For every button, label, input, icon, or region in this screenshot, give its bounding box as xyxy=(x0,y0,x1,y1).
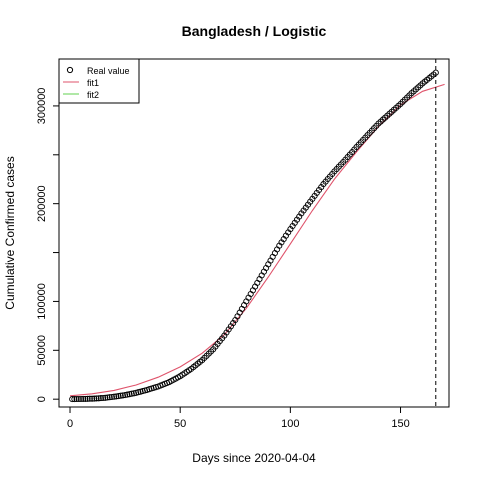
y-tick-label: 0 xyxy=(36,396,48,402)
data-point xyxy=(89,395,96,402)
data-point xyxy=(117,392,124,399)
legend-label-fit2: fit2 xyxy=(87,90,99,100)
data-point xyxy=(106,394,113,401)
legend-box xyxy=(58,58,140,104)
data-point xyxy=(95,395,102,402)
data-point xyxy=(73,395,80,403)
data-point xyxy=(84,395,91,402)
data-point xyxy=(86,395,93,402)
y-axis: 0 50000 100000 200000 300000 xyxy=(36,88,60,402)
data-point xyxy=(82,395,89,402)
data-point xyxy=(91,395,98,402)
series-line-fit1 xyxy=(69,83,445,397)
y-tick-label: 100000 xyxy=(36,283,48,320)
y-axis-label: Cumulative Confirmed cases xyxy=(3,156,17,309)
data-point xyxy=(108,393,115,401)
x-tick-label: 0 xyxy=(67,418,73,430)
data-point xyxy=(100,394,107,402)
y-tick-label: 300000 xyxy=(36,88,48,125)
legend-label-fit1: fit1 xyxy=(87,78,99,88)
legend-marker-real-value xyxy=(66,66,74,74)
series-layer xyxy=(69,59,445,407)
data-point xyxy=(113,393,120,400)
data-point xyxy=(111,393,118,400)
data-point xyxy=(97,395,104,402)
data-point xyxy=(93,395,100,402)
x-tick-label: 100 xyxy=(281,418,299,430)
data-point xyxy=(128,390,135,397)
data-point xyxy=(104,394,111,401)
x-axis: 0 50 100 150 xyxy=(67,406,410,430)
data-point xyxy=(119,392,126,399)
x-tick-label: 50 xyxy=(174,418,186,430)
data-point xyxy=(102,394,109,401)
data-point xyxy=(80,395,87,402)
chart-title: Bangladesh / Logistic xyxy=(182,23,327,39)
y-tick-label: 200000 xyxy=(36,185,48,222)
x-tick-label: 150 xyxy=(391,418,409,430)
x-axis-label: Days since 2020-04-04 xyxy=(192,451,316,465)
data-point xyxy=(124,391,131,398)
legend-label-real-value: Real value xyxy=(87,66,130,76)
data-point xyxy=(71,396,78,403)
data-point xyxy=(77,395,85,403)
data-point xyxy=(115,393,122,400)
legend: Real value fit1 fit2 xyxy=(58,58,140,104)
data-point xyxy=(75,395,82,403)
y-tick-label: 50000 xyxy=(36,335,48,366)
data-point xyxy=(69,396,76,403)
